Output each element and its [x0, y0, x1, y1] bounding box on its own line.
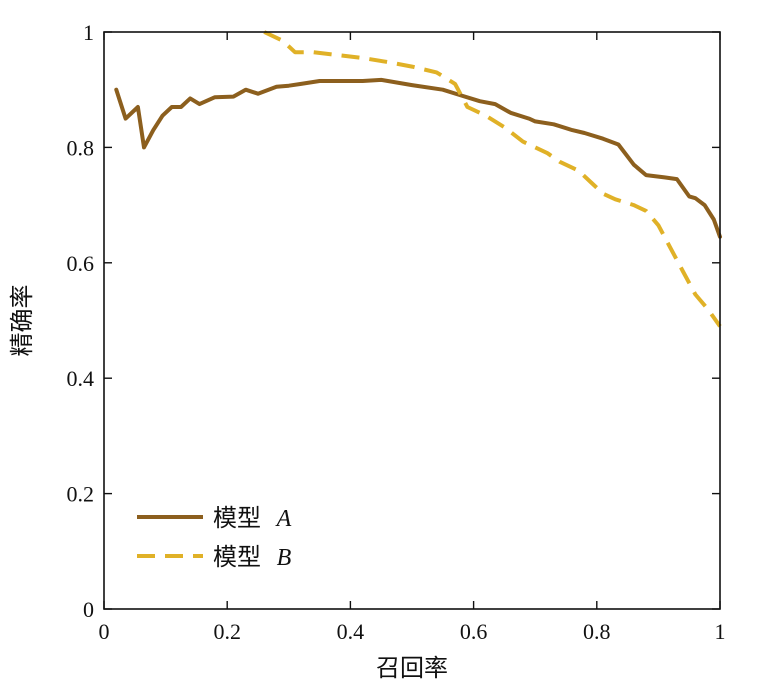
y-tick-label: 0.8	[67, 135, 95, 160]
series-line-model-b	[263, 30, 722, 328]
plot-lines	[114, 30, 722, 328]
ticks	[103, 31, 721, 610]
plot-frame	[103, 31, 721, 610]
legend-label-model-b-prefix: 模型	[213, 543, 261, 571]
x-tick-label: 0.6	[460, 619, 488, 644]
series-line-model-a	[114, 77, 722, 239]
y-tick-label: 0	[83, 597, 94, 622]
y-tick-label: 1	[83, 20, 94, 45]
y-axis-label: 精确率	[8, 285, 36, 357]
legend-label-model-b-var: B	[277, 545, 292, 571]
legend: 模型 A 模型 B	[137, 504, 292, 571]
x-tick-label: 0	[99, 619, 110, 644]
legend-label-model-a-prefix: 模型	[213, 504, 261, 532]
legend-label-model-a: 模型 A	[213, 504, 292, 532]
legend-label-model-a-var: A	[275, 506, 292, 532]
y-tick-label: 0.4	[67, 366, 95, 391]
x-tick-label: 0.4	[337, 619, 365, 644]
x-tick-label: 0.8	[583, 619, 611, 644]
legend-label-model-b: 模型 B	[213, 543, 292, 571]
x-tick-label: 1	[715, 619, 726, 644]
y-tick-label: 0.2	[67, 482, 95, 507]
y-tick-label: 0.6	[67, 251, 95, 276]
x-axis-label: 召回率	[376, 654, 448, 682]
x-tick-label: 0.2	[213, 619, 241, 644]
tick-labels: 0 0.2 0.4 0.6 0.8 1 0 0.2 0.4 0.6 0.8 1	[67, 20, 726, 644]
